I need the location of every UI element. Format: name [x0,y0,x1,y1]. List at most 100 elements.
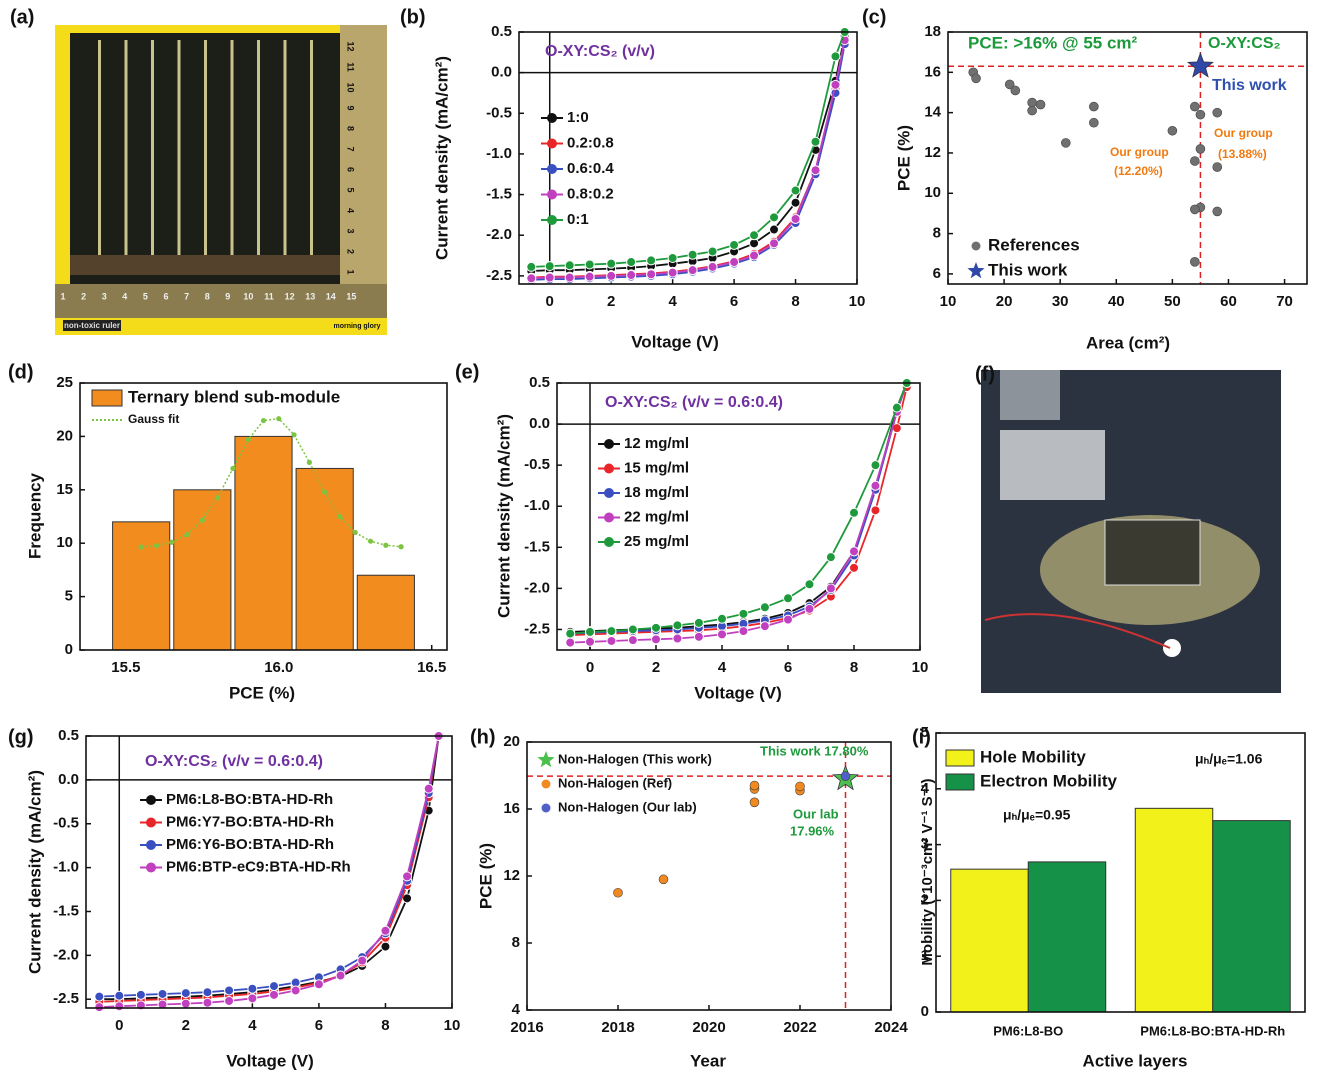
ruler-number: 6 [346,167,356,172]
x-tick-label: 6 [315,1017,323,1034]
fit-point [230,465,236,472]
plot-frame [518,31,858,285]
point [804,579,815,590]
x-tick-label: PM6:L8-BO:BTA-HD-Rh [1140,1023,1285,1038]
ruler-number: 11 [264,291,274,301]
annotation: Our group [1214,126,1273,140]
x-tick-label: 60 [1220,293,1237,310]
fit-point [337,513,343,520]
ruler-number: 10 [243,291,253,301]
y-tick-label: 0.0 [491,64,512,81]
chart: (c) Area (cm²) PCE (%) 6 8 10 12 14 16 18 10 20 30 40… [862,6,1308,352]
y-tick-label: -0.5 [53,815,79,832]
point [759,602,770,613]
legend-label: 1:0 [567,109,589,126]
legend-marker [146,817,156,828]
point [268,989,279,1000]
y-tick-label: -1.0 [524,497,550,514]
instrument [1000,370,1060,420]
brand-box [63,320,121,331]
fit-point [260,417,267,424]
y-tick-label: 2 [921,891,929,908]
point [268,981,279,992]
point [180,998,191,1009]
x-tick-label: 2016 [510,1019,543,1036]
annotation: 17.96% [790,823,835,838]
panel-label: (b) [400,6,426,28]
point [585,636,595,647]
plot-frame [947,31,1308,285]
legend-label: Ternary blend sub-module [128,387,340,406]
point [626,270,637,281]
point [971,73,981,84]
legend-label: References [988,235,1080,254]
chart: (h) Year PCE (%) 4 8 12 16 20 2016 2018 2020 2022 20… [470,726,908,1070]
point [1010,85,1021,96]
point [849,507,859,518]
annotation: Our group [1110,145,1169,159]
ruler-number: 12 [346,41,356,51]
x-tick-label: 2018 [601,1019,634,1036]
ruler-number: 7 [346,146,356,151]
x-axis-label: Voltage (V) [226,1051,314,1070]
point [667,267,678,278]
point [870,480,881,491]
y-tick-label: -2.0 [524,579,550,596]
point [769,212,780,223]
point [1089,101,1099,112]
point [825,583,836,594]
point [1027,97,1037,108]
legend-label: Non-Halogen (This work) [558,751,712,766]
ruler-side [340,25,387,285]
ruler-number: 8 [205,291,210,301]
ruler-number: 12 [285,291,295,301]
y-tick-label: -0.5 [486,104,512,121]
fit-point [398,544,404,550]
point [1035,99,1046,110]
x-tick-label: 4 [248,1017,257,1034]
y-tick-label: 14 [924,104,941,121]
point [1187,52,1214,78]
fit-line [141,417,402,548]
point [870,505,881,516]
y-tick-label: 10 [56,534,73,551]
point [606,258,617,269]
x-tick-label: 4 [668,293,677,310]
point [157,988,168,999]
stripe [204,40,207,255]
ruler-number: 11 [346,62,356,72]
y-tick-label: 8 [512,934,520,951]
annotation: O-XY:CS₂ [1208,35,1281,52]
x-tick-label: 6 [730,293,738,310]
electrode [70,255,342,275]
ruler-number: 1 [60,291,65,301]
y-tick-label: 15 [56,481,73,498]
point [94,991,105,1002]
fit-point [245,437,251,443]
point [693,631,704,642]
point [584,271,595,282]
bar [950,868,1029,1013]
point [693,617,704,628]
point [804,603,815,614]
point [1027,105,1037,116]
point [667,252,678,263]
point [729,239,740,250]
point [849,546,859,557]
chart: (b) Voltage (V) Current density (mA/cm²) 0.… [400,6,865,351]
y-tick-label: 6 [933,265,941,282]
point [687,265,698,276]
panel-label: (d) [8,361,34,383]
legend-label: 15 mg/ml [624,459,689,476]
legend-marker [547,113,557,123]
stripe [230,40,234,255]
legend-label: PM6:BTP-eC9:BTA-HD-Rh [166,858,351,875]
point [1195,144,1206,154]
point [790,213,801,224]
fit-point [306,459,312,465]
photo-a: non-toxic ruler morning glory [55,25,387,335]
point [783,593,793,604]
annotation: μₕ/μₑ=0.95 [1003,807,1071,823]
point [790,185,801,196]
annotation: O-XY:CS₂ (v/v = 0.6:0.4) [605,394,783,411]
